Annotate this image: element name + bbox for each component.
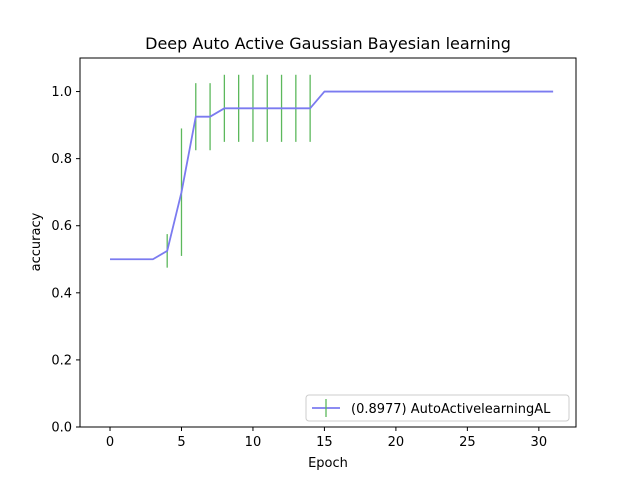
y-tick-label: 0.4 bbox=[51, 286, 72, 301]
y-tick-label: 0.6 bbox=[51, 219, 72, 234]
x-axis-label: Epoch bbox=[308, 456, 348, 471]
y-tick-label: 0.2 bbox=[51, 353, 72, 368]
x-tick-label: 20 bbox=[388, 435, 405, 450]
x-tick-label: 30 bbox=[531, 435, 548, 450]
x-tick-label: 5 bbox=[177, 435, 185, 450]
chart-title: Deep Auto Active Gaussian Bayesian learn… bbox=[145, 34, 511, 53]
legend-entry-label: (0.8977) AutoActivelearningAL bbox=[351, 402, 551, 417]
plot-frame bbox=[79, 57, 577, 428]
x-tick-label: 0 bbox=[106, 435, 114, 450]
legend-box bbox=[305, 394, 570, 422]
legend: (0.8977) AutoActivelearningAL bbox=[305, 394, 570, 422]
x-tick-label: 15 bbox=[316, 435, 333, 450]
series-line bbox=[110, 90, 554, 261]
y-axis-label: accuracy bbox=[29, 212, 44, 271]
y-tick-label: 0.8 bbox=[51, 152, 72, 167]
x-tick-label: 25 bbox=[459, 435, 476, 450]
x-axis: 0 5 10 15 20 25 30 bbox=[106, 427, 547, 450]
y-tick-label: 1.0 bbox=[51, 85, 72, 100]
y-tick-label: 0.0 bbox=[51, 421, 72, 436]
x-tick-label: 10 bbox=[245, 435, 262, 450]
y-axis: 0.0 0.2 0.4 0.6 0.8 1.0 bbox=[51, 85, 80, 436]
plot-area bbox=[110, 74, 554, 268]
